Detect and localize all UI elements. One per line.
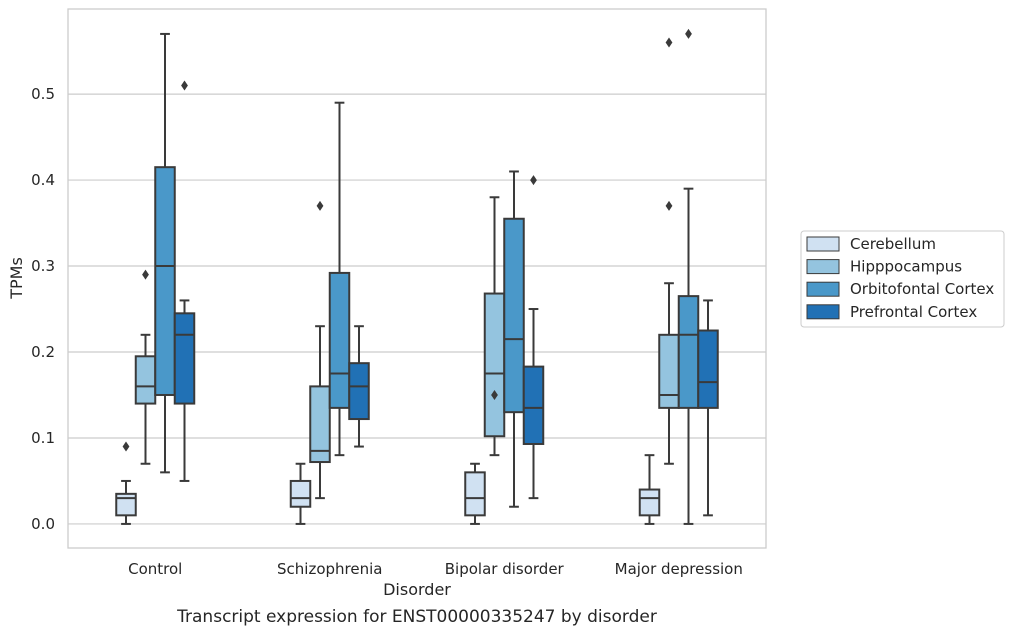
legend-swatch [806, 259, 840, 275]
box-group [697, 299, 719, 517]
outlier-point [142, 269, 149, 280]
outlier-point [685, 28, 692, 39]
x-tick-label: Schizophrenia [277, 560, 382, 578]
box-body [154, 166, 176, 396]
legend-items: Cerebellum Hipppocampus Orbitofontal Corte… [806, 235, 994, 321]
box-group [289, 462, 312, 525]
box-body [522, 365, 545, 445]
box-group [503, 170, 525, 508]
box-group [173, 80, 196, 482]
box-body [348, 362, 370, 421]
y-tick-label: 0.5 [31, 85, 55, 103]
outlier-point [665, 200, 673, 211]
x-tick-label: Major depression [615, 560, 743, 578]
outlier-point [530, 175, 537, 186]
box-body [173, 312, 196, 405]
box-group [115, 441, 137, 525]
y-tick-label: 0.1 [31, 429, 55, 447]
legend-frame [800, 230, 1005, 328]
y-axis-ticks: 0.0 0.1 0.2 0.3 0.4 0.5 [31, 85, 55, 533]
box-group [483, 196, 506, 457]
box-group [309, 200, 331, 500]
legend-label: Cerebellum [850, 235, 936, 253]
boxes-layer [115, 28, 719, 525]
plot-area-frame [67, 8, 767, 549]
legend-swatch [806, 236, 840, 252]
box-body [464, 471, 486, 517]
legend: Cerebellum Hipppocampus Orbitofontal Corte… [800, 230, 1005, 328]
box-group [677, 28, 700, 525]
outlier-point [181, 80, 188, 91]
box-body [503, 217, 525, 414]
box-body [677, 295, 700, 409]
legend-label: Hipppocampus [850, 258, 962, 276]
legend-label: Orbitofontal Cortex [850, 280, 994, 298]
outlier-point [491, 389, 498, 400]
box-body [658, 333, 680, 409]
box-group [522, 175, 545, 500]
box-body [289, 479, 312, 508]
y-tick-label: 0.4 [31, 171, 55, 189]
box-body [697, 329, 719, 409]
x-tick-label: Control [128, 560, 182, 578]
legend-swatch [806, 304, 840, 320]
chart-caption: Transcript expression for ENST0000033524… [176, 607, 657, 627]
box-body [328, 271, 351, 409]
y-axis-title: TPMs [7, 257, 26, 300]
legend-label: Prefrontal Cortex [850, 303, 977, 321]
box-body [638, 488, 661, 517]
x-tick-label: Bipolar disorder [445, 560, 565, 578]
box-body [483, 292, 506, 438]
y-tick-label: 0.0 [31, 515, 55, 533]
legend-swatch [806, 281, 840, 297]
box-group [638, 454, 661, 525]
box-group [348, 325, 370, 448]
box-group [134, 269, 157, 465]
box-group [658, 37, 680, 465]
box-group [464, 462, 486, 525]
box-body [115, 492, 137, 517]
box-group [154, 32, 176, 474]
outlier-point [665, 37, 673, 48]
x-axis-ticks: Control Schizophrenia Bipolar disorder Majo… [128, 560, 743, 578]
outlier-point [122, 441, 130, 452]
x-axis-title: Disorder [383, 580, 451, 599]
y-tick-label: 0.2 [31, 343, 55, 361]
box-group [328, 101, 351, 457]
box-body [134, 355, 157, 405]
box-body [309, 385, 331, 464]
outlier-point [316, 200, 324, 211]
y-tick-label: 0.3 [31, 257, 55, 275]
